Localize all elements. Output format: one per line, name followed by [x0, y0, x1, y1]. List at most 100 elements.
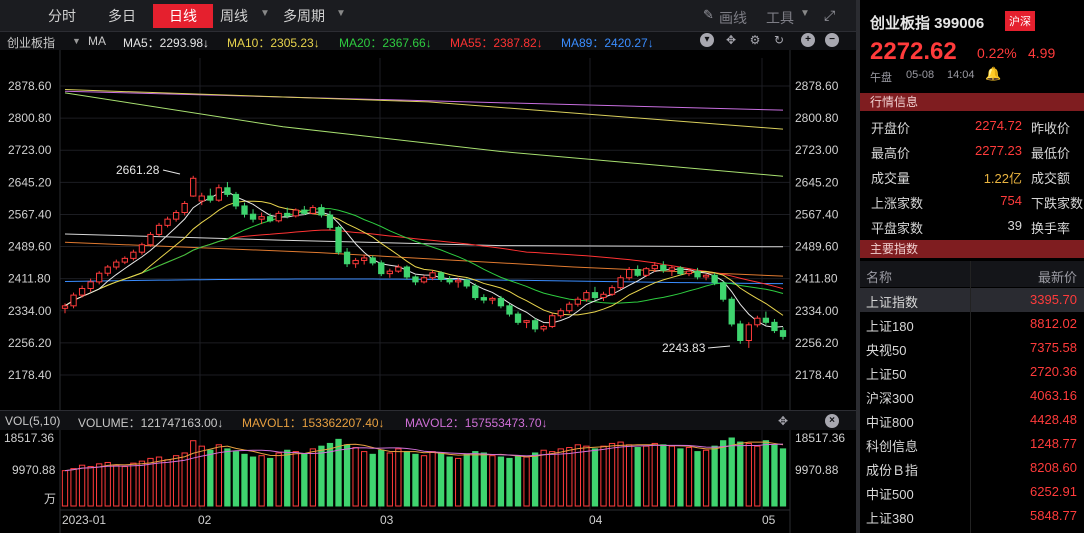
fullscreen-icon[interactable]: ⤢: [824, 7, 836, 23]
volume-bar[interactable]: [497, 456, 505, 507]
refresh-icon[interactable]: ↻: [773, 33, 785, 47]
ma-dropdown-icon[interactable]: ▼: [72, 36, 81, 46]
candle[interactable]: [155, 222, 163, 237]
volume-bar[interactable]: [668, 445, 676, 507]
volume-chart[interactable]: 18517.36 18517.36 9970.88 9970.88 万 2023-01 02…: [0, 430, 856, 533]
volume-bar[interactable]: [164, 459, 171, 507]
volume-bar[interactable]: [591, 448, 599, 507]
volume-bar[interactable]: [318, 445, 325, 507]
tools-menu-button[interactable]: 工具: [766, 10, 794, 26]
candle[interactable]: [403, 265, 411, 280]
candle[interactable]: [591, 286, 599, 301]
candle[interactable]: [694, 267, 701, 280]
candle[interactable]: [164, 216, 171, 228]
volume-bar[interactable]: [455, 457, 462, 507]
volume-bar[interactable]: [737, 441, 744, 507]
volume-bar[interactable]: [343, 444, 351, 507]
volume-bar[interactable]: [728, 437, 735, 507]
candle[interactable]: [446, 276, 453, 285]
tab-multi-day[interactable]: 多日: [108, 8, 136, 24]
volume-bar[interactable]: [557, 448, 564, 507]
ma-label[interactable]: MA: [88, 34, 106, 48]
volume-bar[interactable]: [540, 449, 547, 507]
candle[interactable]: [634, 265, 641, 277]
candle[interactable]: [549, 313, 556, 329]
candlestick-chart[interactable]: 2878.60 2878.60 2800.80 2800.80 2723.00 2723.…: [0, 50, 856, 410]
candle[interactable]: [779, 327, 787, 340]
pencil-icon[interactable]: ✎: [703, 7, 714, 22]
tab-daily[interactable]: 日线: [153, 4, 213, 28]
candle[interactable]: [378, 260, 385, 277]
candle[interactable]: [566, 301, 573, 314]
candle[interactable]: [113, 259, 120, 270]
col-price[interactable]: 最新价: [1037, 270, 1077, 285]
candle[interactable]: [412, 275, 419, 286]
volume-bar[interactable]: [779, 448, 787, 507]
candle[interactable]: [104, 264, 111, 277]
col-name[interactable]: 名称: [866, 270, 893, 285]
collapse-down-icon[interactable]: ▾: [700, 33, 714, 47]
candle[interactable]: [711, 272, 718, 286]
volume-bar[interactable]: [420, 455, 428, 507]
volume-bar[interactable]: [608, 442, 616, 507]
candle[interactable]: [463, 278, 470, 289]
candle[interactable]: [489, 296, 496, 305]
volume-bar[interactable]: [463, 453, 470, 507]
volume-bar[interactable]: [523, 456, 530, 507]
candle[interactable]: [651, 262, 658, 272]
volume-bar[interactable]: [181, 452, 188, 507]
volume-bar[interactable]: [771, 444, 778, 507]
candle[interactable]: [61, 303, 69, 314]
candle[interactable]: [395, 264, 402, 273]
volume-bar[interactable]: [625, 444, 633, 507]
gear-icon[interactable]: ⚙: [749, 33, 761, 47]
volume-bar[interactable]: [412, 453, 419, 507]
volume-bar[interactable]: [702, 449, 710, 507]
index-row[interactable]: 中证500 6252.91: [860, 480, 1084, 504]
volume-bar[interactable]: [87, 466, 94, 507]
volume-bar[interactable]: [309, 448, 317, 507]
volume-bar[interactable]: [378, 449, 385, 507]
volume-bar[interactable]: [489, 455, 496, 507]
candle[interactable]: [275, 210, 282, 223]
weekly-dropdown-icon[interactable]: ▼: [260, 8, 270, 19]
tab-weekly[interactable]: 周线: [220, 8, 248, 24]
candle[interactable]: [668, 265, 676, 277]
candle[interactable]: [335, 225, 342, 255]
index-row[interactable]: 中证800 4428.48: [860, 408, 1084, 432]
volume-bar[interactable]: [215, 444, 223, 507]
volume-bar[interactable]: [617, 441, 624, 507]
volume-bar[interactable]: [634, 447, 641, 507]
volume-bar[interactable]: [386, 452, 393, 507]
volume-bar[interactable]: [429, 451, 436, 507]
candle[interactable]: [190, 175, 197, 197]
candle[interactable]: [87, 278, 94, 292]
tools-dropdown-icon[interactable]: ▼: [800, 8, 810, 19]
candle[interactable]: [258, 212, 265, 225]
volume-bar[interactable]: [694, 451, 701, 507]
candle[interactable]: [172, 210, 180, 222]
candle[interactable]: [514, 311, 522, 325]
candle[interactable]: [771, 319, 778, 334]
volume-bar[interactable]: [480, 452, 487, 507]
index-row[interactable]: 央视50 7375.58: [860, 336, 1084, 360]
candle[interactable]: [574, 296, 582, 307]
candle[interactable]: [557, 308, 564, 319]
candle[interactable]: [506, 303, 513, 317]
volume-bar[interactable]: [437, 452, 445, 507]
volume-bar[interactable]: [600, 445, 607, 507]
candle[interactable]: [480, 294, 487, 304]
index-row[interactable]: 沪深300 4063.16: [860, 384, 1084, 408]
candle[interactable]: [352, 257, 359, 268]
remove-indicator-icon[interactable]: −: [825, 33, 839, 47]
volume-bar[interactable]: [514, 455, 522, 507]
volume-bar[interactable]: [130, 462, 137, 507]
volume-bar[interactable]: [531, 452, 539, 507]
add-indicator-icon[interactable]: +: [801, 33, 815, 47]
candle[interactable]: [583, 290, 590, 302]
volume-close-icon[interactable]: ×: [825, 414, 839, 428]
volume-bar[interactable]: [754, 445, 761, 507]
candle[interactable]: [369, 255, 376, 266]
candle[interactable]: [643, 267, 650, 277]
volume-bar[interactable]: [660, 444, 667, 507]
